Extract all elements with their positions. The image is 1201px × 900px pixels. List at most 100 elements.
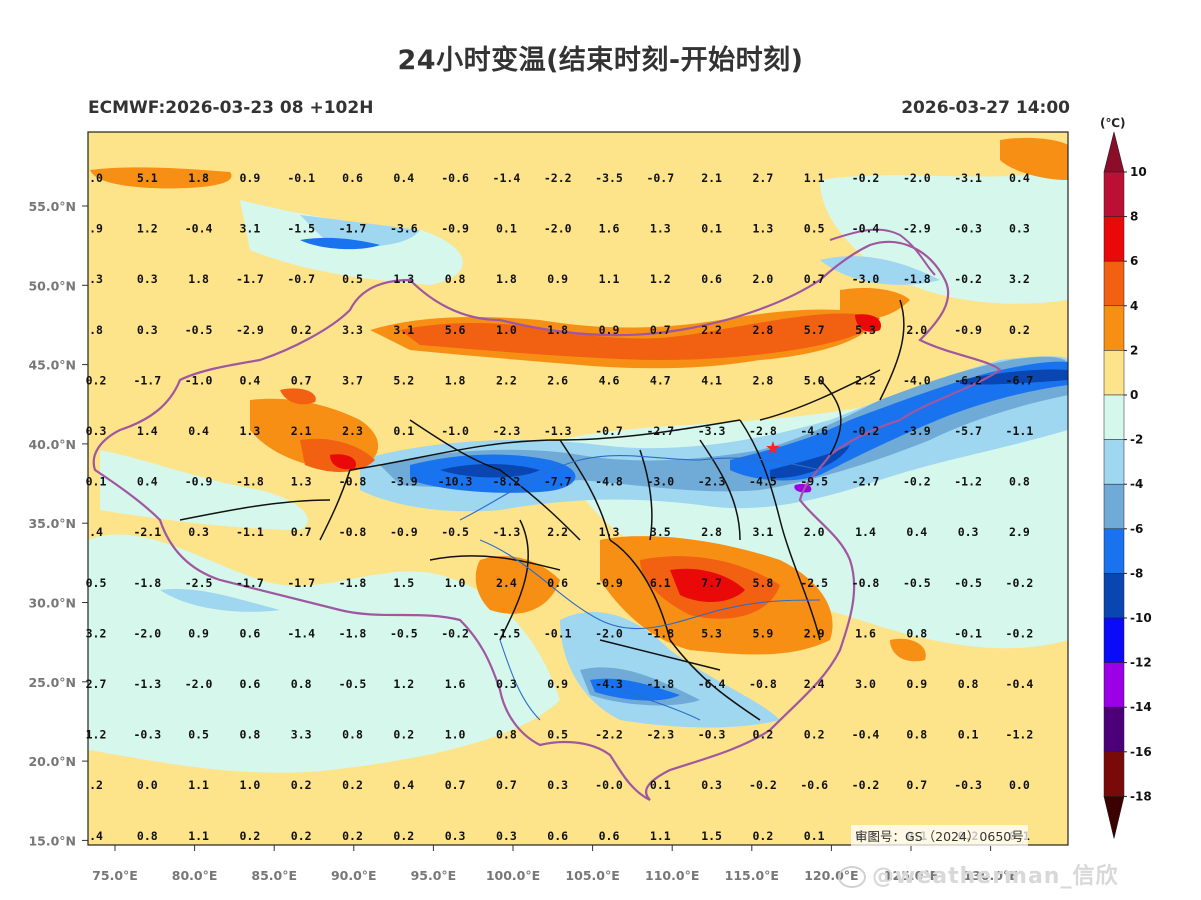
- watermark-text: @weatherman_信欣: [872, 864, 1119, 889]
- colorbar-segment: [1103, 350, 1125, 396]
- lon-tick-label: 95.0°E: [411, 868, 457, 883]
- grid-value-label: 2.8: [753, 373, 774, 387]
- grid-value-label: -4.0: [903, 373, 931, 387]
- grid-value-label: 0.7: [445, 778, 466, 792]
- grid-value-label: 2.0: [906, 323, 927, 337]
- axis-ticks: 75.0°E 80.0°E 85.0°E 90.0°E 95.0°E 100.0°E 105…: [28, 199, 1017, 883]
- colorbar-segment: [1103, 751, 1125, 797]
- grid-value-label: -6.7: [1006, 373, 1034, 387]
- lat-tick-label: 35.0°N: [28, 516, 76, 531]
- grid-value-label: 1.8: [445, 373, 466, 387]
- colorbar-segment: [1103, 528, 1125, 574]
- grid-value-label: 0.5: [342, 272, 363, 286]
- grid-value-label: 0.6: [547, 829, 568, 843]
- grid-value-label: -0.8: [852, 576, 880, 590]
- grid-value-label: -5.7: [954, 424, 982, 438]
- star-marker: ★: [765, 438, 781, 459]
- grid-value-label: -0.9: [595, 576, 623, 590]
- grid-value-label: -1.4: [493, 171, 521, 185]
- grid-value-label: 1.3: [393, 272, 414, 286]
- field-region-medium-blue: [380, 356, 1068, 492]
- grid-value-label: -2.9: [903, 222, 931, 236]
- grid-value-label: -2.0: [544, 222, 572, 236]
- grid-value-label: 0.7: [650, 323, 671, 337]
- grid-value-label: .3: [89, 272, 103, 286]
- grid-value-label: 1.5: [701, 829, 722, 843]
- lat-tick-label: 45.0°N: [28, 358, 76, 373]
- grid-value-label: 0.2: [291, 323, 312, 337]
- grid-value-label: 1.2: [86, 728, 107, 742]
- field-region-orange: [890, 638, 926, 662]
- grid-value-label: 0.4: [906, 525, 927, 539]
- model-run-label: ECMWF:2026-03-23 08 +102H: [88, 98, 374, 118]
- lon-tick-label: 100.0°E: [486, 868, 540, 883]
- grid-value-label: -1.5: [493, 626, 521, 640]
- grid-value-label: -2.7: [646, 424, 674, 438]
- grid-value-label: 0.8: [137, 829, 158, 843]
- grid-value-label: -1.8: [339, 626, 367, 640]
- grid-value-label: 0.4: [137, 475, 158, 489]
- colorbar-segment: [1103, 216, 1125, 262]
- grid-value-label: 5.1: [137, 171, 158, 185]
- grid-value-label: 1.8: [188, 272, 209, 286]
- grid-value-label: .2: [89, 778, 103, 792]
- watermark: @weatherman_信欣: [838, 858, 1118, 890]
- colorbar-segment: [1103, 573, 1125, 619]
- grid-value-label: -1.1: [1006, 424, 1034, 438]
- grid-value-label: 1.3: [599, 525, 620, 539]
- grid-value-label: 2.6: [547, 373, 568, 387]
- grid-value-label: 0.2: [342, 829, 363, 843]
- grid-value-label: .9: [89, 222, 103, 236]
- grid-value-label: 0.3: [188, 525, 209, 539]
- colorbar-bottom-triangle: [1103, 796, 1125, 839]
- colorbar-segment: [1103, 439, 1125, 485]
- grid-value-label: 0.7: [496, 778, 517, 792]
- field-region-orange: [90, 167, 232, 189]
- grid-value-label: 0.5: [188, 728, 209, 742]
- grid-value-label: 3.5: [650, 525, 671, 539]
- grid-value-label: 4.7: [650, 373, 671, 387]
- grid-value-label: 0.3: [137, 272, 158, 286]
- grid-value-label: 0.1: [804, 829, 825, 843]
- grid-value-label: 0.2: [291, 778, 312, 792]
- grid-value-label: -1.8: [236, 475, 264, 489]
- grid-value-label: -9.5: [800, 475, 828, 489]
- colorbar: 10 8 6 4 2 0 -2 -4 -6 -8 -10 -12 -14 -16 -18: [1103, 131, 1152, 839]
- grid-value-label: -2.0: [185, 677, 213, 691]
- colorbar-level-label: -6: [1130, 522, 1143, 536]
- grid-value-label: 1.4: [137, 424, 158, 438]
- grid-value-label: 5.8: [753, 576, 774, 590]
- lat-tick-label: 25.0°N: [28, 675, 76, 690]
- grid-value-label: 0.5: [86, 576, 107, 590]
- grid-value-label: 0.1: [86, 475, 107, 489]
- grid-value-label: 1.3: [240, 424, 261, 438]
- grid-value-label: -1.8: [646, 626, 674, 640]
- grid-value-label: -0.2: [852, 171, 880, 185]
- grid-value-label: -2.5: [800, 576, 828, 590]
- colorbar-level-label: 4: [1130, 299, 1138, 313]
- grid-value-label: -6.4: [698, 677, 726, 691]
- grid-value-label: -0.2: [1006, 626, 1034, 640]
- grid-value-label: -1.8: [133, 576, 161, 590]
- colorbar-segment: [1103, 305, 1125, 351]
- grid-value-label: 5.6: [445, 323, 466, 337]
- grid-value-label: -3.1: [954, 171, 982, 185]
- grid-value-label: -1.7: [133, 373, 161, 387]
- grid-value-label: 5.3: [855, 323, 876, 337]
- grid-value-label: -0.8: [339, 475, 367, 489]
- field-region-light-cyan: [820, 175, 1068, 304]
- grid-value-label: 1.1: [599, 272, 620, 286]
- grid-value-label: 3.3: [291, 728, 312, 742]
- colorbar-segment: [1103, 662, 1125, 708]
- grid-value-label: 1.5: [393, 576, 414, 590]
- lon-tick-label: 115.0°E: [725, 868, 779, 883]
- grid-value-label: 1.1: [188, 829, 209, 843]
- lat-tick-label: 50.0°N: [28, 278, 76, 293]
- colorbar-unit: (℃): [1100, 116, 1126, 130]
- grid-value-label: -0.5: [390, 626, 418, 640]
- field-region-deep-blue: [770, 445, 850, 479]
- grid-value-label: -2.8: [749, 424, 777, 438]
- grid-value-label: -1.7: [236, 272, 264, 286]
- grid-value-label: -2.0: [595, 626, 623, 640]
